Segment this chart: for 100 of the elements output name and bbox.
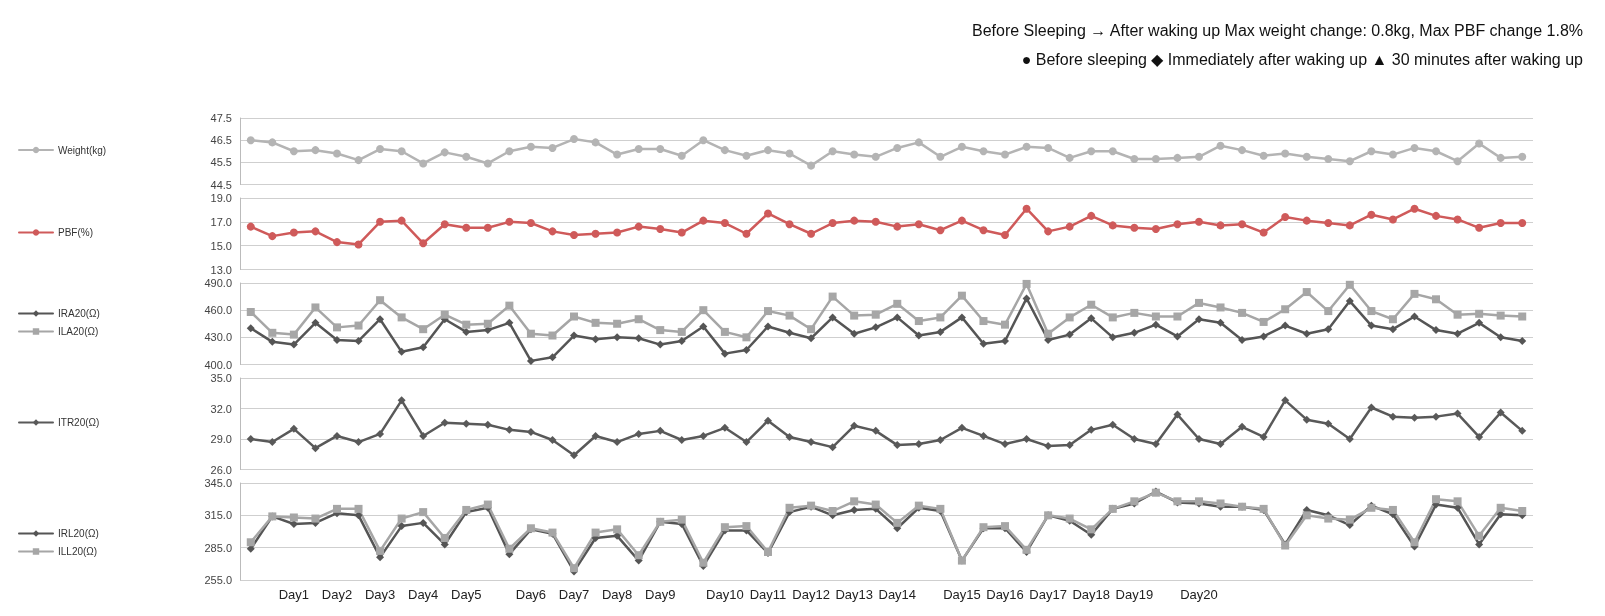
point <box>763 322 772 331</box>
point <box>462 327 471 336</box>
point <box>505 301 514 310</box>
point <box>1151 320 1160 329</box>
point <box>526 329 535 338</box>
x-tick-label: Day11 <box>749 587 787 602</box>
point <box>1432 412 1441 421</box>
point <box>720 146 729 155</box>
point <box>1410 289 1419 298</box>
point <box>311 444 320 453</box>
point <box>419 325 428 334</box>
legend-label: IRL20(Ω) <box>58 528 99 539</box>
point <box>1216 318 1225 327</box>
point <box>1108 147 1117 156</box>
point <box>634 222 643 231</box>
point <box>893 518 902 527</box>
point <box>397 514 406 523</box>
point <box>289 513 298 522</box>
point <box>591 229 600 238</box>
point <box>1173 220 1182 229</box>
point <box>1238 422 1247 431</box>
y-tick-label: 490.0 <box>204 277 232 289</box>
point <box>828 507 837 516</box>
y-tick-label: 255.0 <box>204 574 232 586</box>
point <box>634 145 643 154</box>
point <box>763 416 772 425</box>
point <box>397 347 406 356</box>
x-tick-label: Day10 <box>706 587 744 602</box>
point <box>591 431 600 440</box>
point <box>1410 143 1419 152</box>
point <box>850 497 859 506</box>
point <box>871 152 880 161</box>
point <box>354 321 363 330</box>
point <box>656 326 665 335</box>
point <box>1044 329 1053 338</box>
y-tick-label: 17.0 <box>210 215 232 228</box>
point <box>591 318 600 327</box>
x-tick-label: Day7 <box>558 587 590 602</box>
point <box>1281 149 1290 158</box>
y-tick-label: 400.0 <box>204 358 232 371</box>
point <box>850 421 859 430</box>
point <box>677 515 686 524</box>
point <box>1345 157 1354 166</box>
x-tick-label: Day18 <box>1072 587 1111 602</box>
point <box>656 426 665 435</box>
point <box>570 135 579 144</box>
x-tick-label: Day1 <box>278 587 310 602</box>
x-tick-label: Day13 <box>835 587 873 602</box>
y-tick-label: 19.0 <box>210 192 232 204</box>
point <box>914 138 923 147</box>
point <box>1022 142 1031 151</box>
point <box>1367 403 1376 412</box>
legend-label: ITR20(Ω) <box>58 417 100 428</box>
point <box>1388 215 1397 224</box>
point <box>1475 309 1484 318</box>
point <box>1216 303 1225 312</box>
point <box>289 330 298 339</box>
point <box>483 319 492 328</box>
point <box>893 313 902 322</box>
point <box>1496 333 1505 342</box>
point <box>1453 157 1462 166</box>
point <box>1259 432 1268 441</box>
point <box>1151 440 1160 449</box>
point <box>505 544 514 553</box>
point <box>419 239 428 248</box>
point <box>1302 511 1311 520</box>
legend-label: ILA20(Ω) <box>58 326 99 337</box>
point <box>311 514 320 523</box>
point <box>1302 415 1311 424</box>
point <box>1087 211 1096 220</box>
point <box>1475 531 1484 540</box>
point <box>1367 307 1376 316</box>
point <box>548 436 557 445</box>
point <box>850 329 859 338</box>
point <box>376 546 385 555</box>
point <box>1194 435 1203 443</box>
y-tick-label: 26.0 <box>210 463 232 476</box>
point <box>246 222 255 231</box>
point <box>1065 441 1074 450</box>
point <box>246 307 255 316</box>
point <box>1496 219 1505 228</box>
point <box>591 528 600 537</box>
point <box>1324 325 1333 334</box>
point <box>268 138 277 147</box>
point <box>1281 305 1290 314</box>
x-tick-label: Day16 <box>986 587 1024 602</box>
point <box>591 335 600 344</box>
point <box>1259 228 1268 237</box>
legend-label: ILL20(Ω) <box>58 546 98 557</box>
point <box>1281 321 1290 330</box>
point <box>1475 223 1484 232</box>
point <box>742 151 751 160</box>
y-tick-label: 430.0 <box>204 331 232 344</box>
point <box>1453 215 1462 224</box>
point <box>936 313 945 322</box>
point <box>570 312 579 321</box>
point <box>1022 435 1031 443</box>
point <box>1001 320 1010 329</box>
point <box>419 431 428 440</box>
point <box>699 216 708 225</box>
